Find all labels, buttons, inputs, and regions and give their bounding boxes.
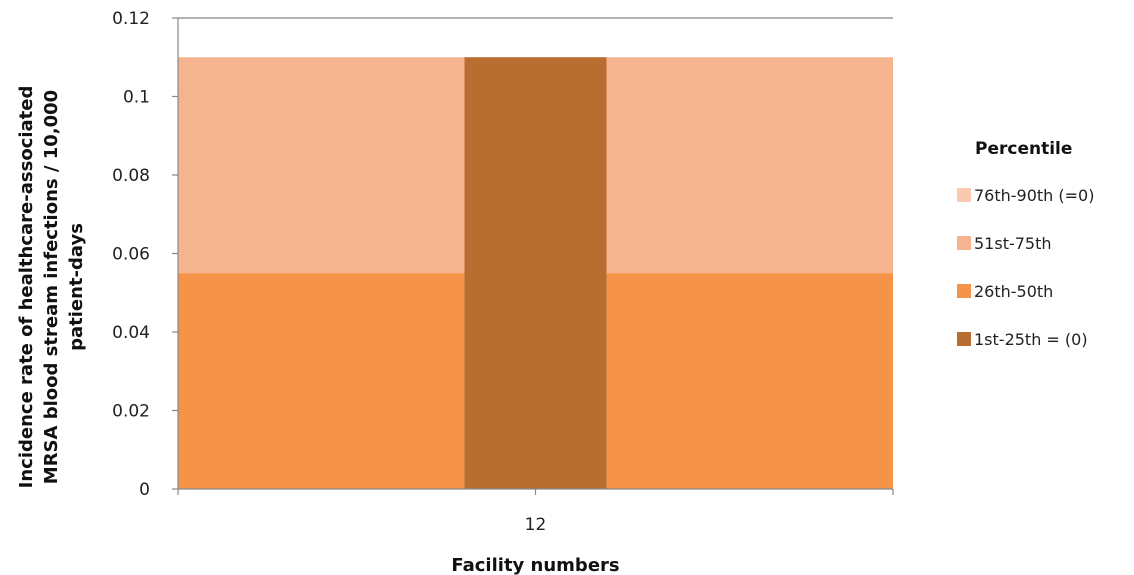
legend-swatch <box>957 284 971 298</box>
bar-12 <box>464 57 607 489</box>
legend-swatch <box>957 332 971 346</box>
y-tick-label: 0.02 <box>112 402 150 422</box>
y-axis-label: Incidence rate of healthcare-associated M… <box>16 86 87 489</box>
y-axis-label-line: MRSA blood stream infections / 10,000 <box>41 90 62 484</box>
legend-swatch <box>957 236 971 250</box>
y-tick-label: 0.12 <box>112 9 150 29</box>
y-tick-label: 0 <box>139 480 150 500</box>
x-ticks: 12 <box>177 489 894 535</box>
y-tick-label: 0.04 <box>112 323 150 343</box>
y-ticks: 0 0.02 0.04 0.06 0.08 0.1 0.12 <box>112 9 178 500</box>
legend-label: 1st-25th = (0) <box>974 330 1088 349</box>
y-axis-label-line: patient-days <box>66 223 87 351</box>
x-tick-label: 12 <box>525 515 547 535</box>
x-axis-label: Facility numbers <box>451 555 619 575</box>
y-tick-label: 0.06 <box>112 245 150 265</box>
legend-swatch <box>957 188 971 202</box>
y-axis-label-line: Incidence rate of healthcare-associated <box>16 86 37 489</box>
bars <box>464 57 607 489</box>
legend-title: Percentile <box>975 139 1072 159</box>
y-tick-label: 0.08 <box>112 166 150 186</box>
legend-label: 51st-75th <box>974 234 1052 253</box>
legend-label: 26th-50th <box>974 282 1053 301</box>
legend-label: 76th-90th (=0) <box>974 186 1094 205</box>
y-tick-label: 0.1 <box>123 88 150 108</box>
legend: Percentile 76th-90th (=0) 51st-75th 26th-50… <box>957 139 1094 349</box>
